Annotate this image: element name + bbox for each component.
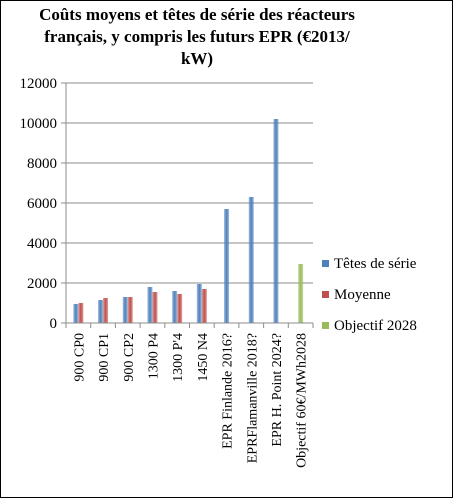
bar <box>122 297 128 323</box>
chart-title-line-1: Coûts moyens et têtes de série des réact… <box>39 5 355 24</box>
bar <box>73 304 79 323</box>
chart-title: Coûts moyens et têtes de série des réact… <box>39 5 355 68</box>
legend-swatch <box>322 322 329 329</box>
bar <box>103 298 109 323</box>
x-tick-label: 1450 N4 <box>196 333 211 382</box>
x-tick-label: 900 CP1 <box>97 333 112 382</box>
bar <box>196 284 202 323</box>
legend-label: Objectif 2028 <box>334 318 417 334</box>
y-tick-label: 10000 <box>20 116 58 132</box>
legend-swatch <box>322 260 329 267</box>
y-tick-label: 0 <box>50 316 58 332</box>
x-tick-label: Objectif 60€/MWh2028 <box>295 333 310 468</box>
legend-swatch <box>322 291 329 298</box>
y-axis: 0 2000 4000 6000 8000 10000 12000 <box>20 76 67 332</box>
x-axis: 900 CP0 900 CP1 900 CP2 1300 P4 1300 P'4 1450… <box>65 322 314 468</box>
chart-title-line-2: français, y compris les futurs EPR (€201… <box>44 27 350 46</box>
bar <box>78 303 84 323</box>
chart-title-line-3: kW) <box>181 49 213 68</box>
x-tick-label: 900 CP2 <box>122 333 137 382</box>
x-tick-label: EPRFlamanville 2018? <box>245 333 260 463</box>
x-tick-label: 900 CP0 <box>72 333 87 382</box>
bar <box>201 289 207 323</box>
bar <box>248 197 254 323</box>
x-tick-label: EPR H. Point 2024? <box>270 333 285 447</box>
y-tick-label: 6000 <box>27 196 57 212</box>
y-tick-label: 8000 <box>27 156 57 172</box>
bar <box>298 264 304 323</box>
legend-label: Moyenne <box>334 287 391 303</box>
bar <box>177 294 183 323</box>
y-tick-label: 2000 <box>27 276 57 292</box>
bar <box>273 119 279 323</box>
bar <box>152 292 158 323</box>
bar <box>172 291 178 323</box>
x-tick-label: EPR Finlande 2016? <box>221 333 236 449</box>
x-tick-label: 1300 P4 <box>146 333 161 379</box>
bar <box>224 209 230 323</box>
bar <box>147 287 153 323</box>
y-tick-label: 12000 <box>20 76 58 92</box>
bar <box>98 300 104 323</box>
legend: Têtes de série Moyenne Objectif 2028 <box>322 256 417 334</box>
gridlines <box>66 82 313 324</box>
bar <box>127 297 133 323</box>
bars <box>73 119 304 323</box>
legend-label: Têtes de série <box>334 256 417 272</box>
x-tick-label: 1300 P'4 <box>171 333 186 382</box>
y-tick-label: 4000 <box>27 236 57 252</box>
